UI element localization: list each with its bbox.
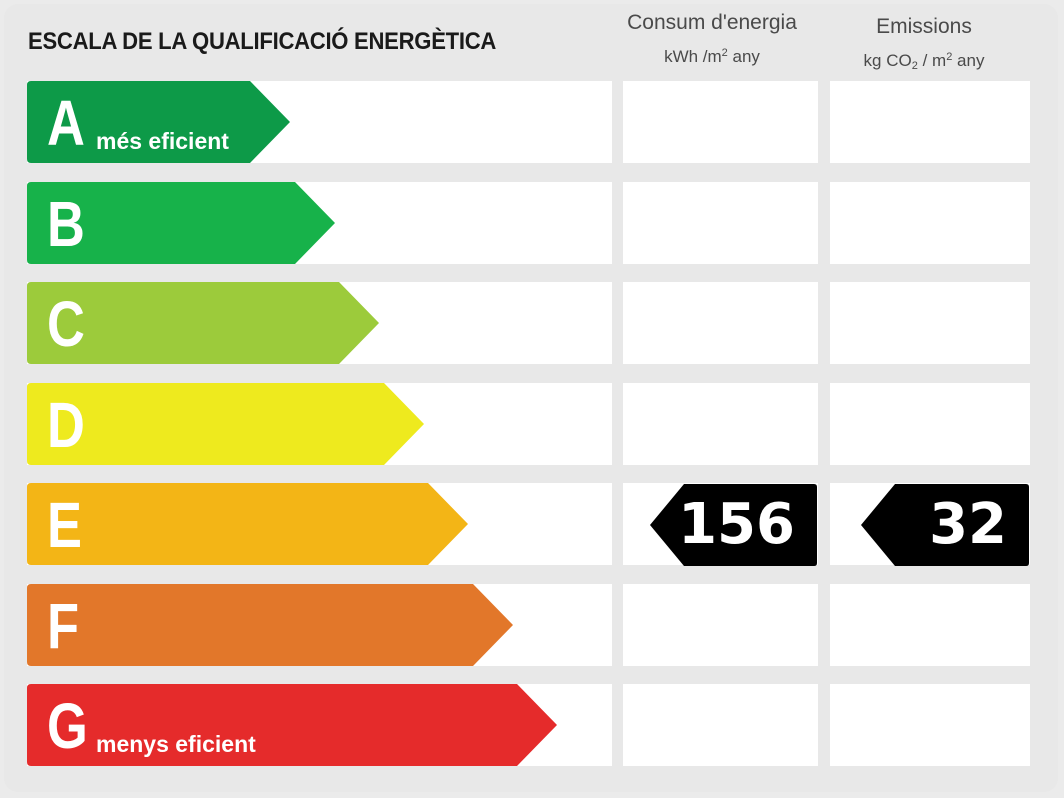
- class-letter: C: [47, 288, 85, 360]
- consumption-cell-g: [623, 684, 818, 766]
- class-letter: F: [47, 590, 80, 662]
- consumption-cell-b: [623, 182, 818, 264]
- consumption-rating-marker-value: 156: [678, 492, 795, 557]
- emissions-column-header: Emissions kg CO2 / m2 any: [826, 12, 1022, 81]
- emissions-rating-marker: 32: [861, 484, 1029, 566]
- consumption-cell-f: [623, 584, 818, 666]
- class-sublabel: més eficient: [96, 128, 229, 154]
- class-arrow-e: E: [27, 483, 468, 565]
- consumption-cell-d: [623, 383, 818, 465]
- emissions-cell-g: [830, 684, 1030, 766]
- consumption-cell-a: [623, 81, 818, 163]
- emissions-cell-d: [830, 383, 1030, 465]
- class-letter: G: [47, 690, 88, 762]
- class-letter: A: [47, 87, 85, 159]
- class-sublabel: menys eficient: [96, 731, 256, 757]
- emissions-cell-f: [830, 584, 1030, 666]
- class-arrow-b: B: [27, 182, 335, 264]
- consumption-rating-marker: 156: [650, 484, 817, 566]
- class-letter: E: [47, 489, 83, 561]
- page-title: ESCALA DE LA QUALIFICACIÓ ENERGÈTICA: [28, 28, 497, 55]
- class-arrow-c: C: [27, 282, 379, 364]
- emissions-rating-marker-value: 32: [929, 492, 1007, 557]
- consumption-unit: kWh /m2 any: [664, 47, 760, 66]
- emissions-cell-b: [830, 182, 1030, 264]
- emissions-cell-c: [830, 282, 1030, 364]
- emissions-cell-a: [830, 81, 1030, 163]
- consumption-label: Consum d'energia: [627, 11, 797, 34]
- emissions-unit: kg CO2 / m2 any: [863, 51, 985, 72]
- class-arrow-d: D: [27, 383, 424, 465]
- consumption-column-header: Consum d'energia kWh /m2 any: [612, 8, 812, 72]
- class-letter: D: [47, 389, 85, 461]
- consumption-cell-c: [623, 282, 818, 364]
- class-arrow-f: F: [27, 584, 513, 666]
- class-letter: B: [47, 188, 85, 260]
- emissions-label: Emissions: [876, 15, 972, 38]
